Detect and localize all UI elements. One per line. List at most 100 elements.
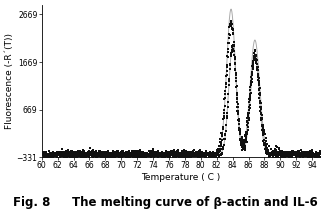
Point	[94, 152, 99, 156]
Point	[57, 152, 62, 156]
Point	[207, 152, 213, 156]
Point	[199, 153, 204, 156]
Point	[225, 105, 230, 109]
Point	[92, 152, 97, 156]
Point	[53, 153, 58, 156]
Point	[291, 154, 296, 157]
Point	[306, 154, 311, 157]
Point	[292, 152, 297, 156]
Point	[168, 155, 173, 159]
Point	[108, 154, 113, 157]
Point	[272, 153, 277, 157]
Point	[143, 154, 148, 158]
Point	[253, 58, 258, 61]
Point	[48, 151, 54, 155]
Point	[242, 141, 247, 145]
Point	[153, 152, 158, 156]
Point	[260, 124, 265, 128]
Point	[199, 151, 204, 155]
Point	[74, 156, 80, 159]
Point	[54, 150, 59, 154]
Point	[178, 154, 183, 158]
Point	[67, 151, 72, 154]
Point	[265, 150, 270, 153]
Point	[237, 122, 242, 126]
Point	[83, 154, 88, 157]
Point	[100, 155, 105, 159]
Point	[63, 152, 69, 155]
Point	[300, 156, 306, 159]
Point	[76, 155, 81, 158]
Point	[109, 156, 114, 160]
Point	[213, 154, 218, 157]
Point	[186, 154, 191, 157]
Point	[231, 49, 237, 52]
Point	[123, 153, 128, 157]
Point	[58, 150, 63, 154]
Point	[184, 149, 189, 153]
Point	[42, 150, 47, 154]
Point	[313, 153, 318, 157]
Point	[144, 152, 149, 155]
Point	[197, 148, 202, 152]
Point	[173, 152, 178, 156]
Point	[95, 152, 100, 155]
Point	[250, 68, 255, 71]
Point	[258, 109, 263, 112]
Point	[154, 150, 159, 154]
Point	[317, 155, 322, 159]
Point	[277, 156, 282, 160]
Point	[216, 154, 221, 157]
Point	[180, 155, 185, 158]
Point	[63, 154, 68, 157]
Point	[54, 152, 59, 156]
Point	[135, 149, 140, 153]
Point	[182, 152, 187, 156]
Point	[284, 154, 289, 157]
Point	[108, 152, 113, 155]
Point	[120, 154, 125, 157]
Point	[143, 152, 148, 155]
Point	[149, 151, 154, 155]
Point	[180, 150, 186, 154]
Point	[284, 153, 290, 156]
Point	[123, 153, 128, 156]
Point	[112, 152, 118, 155]
Point	[292, 152, 297, 156]
Point	[185, 154, 190, 158]
Point	[308, 157, 314, 160]
Point	[261, 140, 266, 143]
Point	[308, 154, 313, 157]
Point	[88, 152, 94, 155]
Point	[269, 151, 274, 155]
Point	[102, 151, 108, 154]
Point	[209, 154, 214, 157]
Point	[308, 154, 314, 157]
Point	[149, 149, 154, 153]
Point	[310, 152, 315, 155]
Point	[177, 152, 182, 156]
Point	[251, 59, 256, 63]
Point	[50, 151, 55, 154]
Point	[212, 154, 217, 157]
Point	[151, 154, 156, 158]
Point	[69, 151, 74, 154]
Point	[131, 150, 136, 154]
Point	[98, 151, 103, 155]
Point	[66, 154, 71, 158]
Point	[272, 147, 278, 150]
Point	[193, 151, 198, 154]
Point	[46, 153, 51, 157]
Point	[253, 61, 258, 64]
Point	[303, 151, 308, 154]
Point	[171, 156, 176, 160]
Point	[259, 119, 264, 122]
Point	[133, 149, 138, 153]
Point	[143, 155, 148, 159]
Point	[279, 152, 284, 155]
Point	[196, 153, 201, 157]
Point	[256, 79, 262, 83]
Point	[117, 153, 123, 156]
Point	[90, 148, 96, 152]
Point	[84, 152, 90, 155]
